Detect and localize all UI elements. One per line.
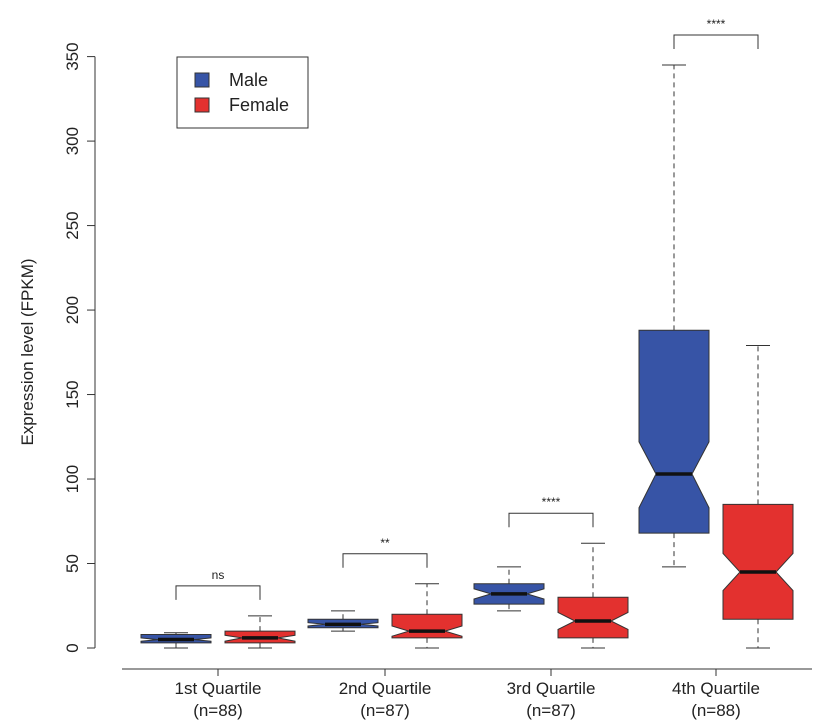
boxes xyxy=(140,64,794,649)
legend-swatch-male xyxy=(194,72,210,88)
box-body xyxy=(638,329,710,534)
bracket-line xyxy=(673,34,759,50)
bracket-line xyxy=(508,512,594,528)
x-tick-sublabel: (n=88) xyxy=(193,701,243,720)
box-female xyxy=(557,542,629,649)
y-tick-label: 150 xyxy=(63,380,82,408)
y-axis: 0 50 100 150 200 250 300 350 xyxy=(63,42,96,653)
significance-label: ** xyxy=(380,536,390,550)
legend: Male Female xyxy=(176,56,309,129)
legend-label-male: Male xyxy=(229,70,268,90)
significance-label: **** xyxy=(542,495,561,509)
box-body xyxy=(557,596,629,639)
box-female xyxy=(224,615,296,649)
y-tick-label: 300 xyxy=(63,127,82,155)
x-tick-label: 4th Quartile xyxy=(672,679,760,698)
legend-box xyxy=(176,56,309,129)
box-body xyxy=(391,613,463,639)
y-tick-label: 50 xyxy=(63,554,82,573)
x-tick-sublabel: (n=87) xyxy=(360,701,410,720)
significance-label: **** xyxy=(707,17,726,31)
significance-brackets: ns********** xyxy=(175,17,759,600)
x-tick-sublabel: (n=87) xyxy=(526,701,576,720)
y-tick-label: 250 xyxy=(63,211,82,239)
legend-label-female: Female xyxy=(229,95,289,115)
box-male xyxy=(638,64,710,568)
y-tick-label: 200 xyxy=(63,296,82,324)
significance-label: ns xyxy=(212,568,225,582)
significance-bracket: ns xyxy=(175,568,261,600)
x-tick-label: 3rd Quartile xyxy=(507,679,596,698)
bracket-line xyxy=(342,553,428,568)
box-male xyxy=(473,566,545,612)
y-axis-label: Expression level (FPKM) xyxy=(18,258,37,445)
legend-swatch-female xyxy=(194,97,210,113)
significance-bracket: **** xyxy=(673,17,759,50)
significance-bracket: ** xyxy=(342,536,428,568)
x-tick-label: 1st Quartile xyxy=(175,679,262,698)
box-male xyxy=(140,632,212,649)
x-axis: 1st Quartile (n=88) 2nd Quartile (n=87) 3rd … xyxy=(122,668,812,720)
bracket-line xyxy=(175,585,261,600)
y-tick-label: 0 xyxy=(63,643,82,652)
box-female xyxy=(722,345,794,649)
x-tick-sublabel: (n=88) xyxy=(691,701,741,720)
y-tick-label: 350 xyxy=(63,42,82,70)
significance-bracket: **** xyxy=(508,495,594,528)
box-female xyxy=(391,583,463,649)
box-body xyxy=(722,503,794,620)
box-male xyxy=(307,610,379,632)
y-tick-label: 100 xyxy=(63,465,82,493)
x-tick-label: 2nd Quartile xyxy=(339,679,432,698)
